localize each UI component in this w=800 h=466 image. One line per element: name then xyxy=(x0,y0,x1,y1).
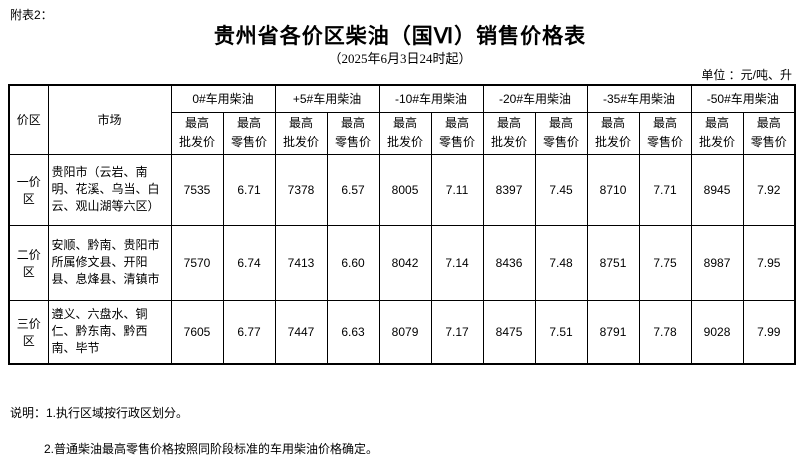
price-cell: 8436 xyxy=(482,224,536,301)
region-cell: 三价区 xyxy=(8,299,49,365)
header-retail: 最高 零售价 xyxy=(638,111,692,155)
header-wholesale-line2: 批发价 xyxy=(178,135,215,149)
header-wholesale-line1: 最高 xyxy=(601,116,626,130)
header-wholesale: 最高 批发价 xyxy=(170,111,224,155)
price-cell: 6.60 xyxy=(326,224,380,301)
price-cell: 7.75 xyxy=(638,224,692,301)
header-retail-line1: 最高 xyxy=(653,116,678,130)
price-cell: 7.71 xyxy=(638,153,692,226)
header-wholesale-line1: 最高 xyxy=(184,116,209,130)
header-wholesale: 最高 批发价 xyxy=(274,111,328,155)
header-wholesale-line2: 批发价 xyxy=(491,135,528,149)
note-2: 2.普通柴油最高零售价格按照同阶段标准的车用柴油价格确定。 xyxy=(44,442,379,456)
header-wholesale-line2: 批发价 xyxy=(283,135,320,149)
page-title: 贵州省各价区柴油（国Ⅵ）销售价格表 xyxy=(213,24,587,48)
table-row: 一价区 贵阳市（云岩、南明、花溪、乌当、白云、观山湖等六区） 7535 6.71… xyxy=(8,153,796,226)
header-wholesale-line2: 批发价 xyxy=(699,135,736,149)
price-cell: 8987 xyxy=(690,224,744,301)
header-sub-row: 最高批发价 最高零售价 最高批发价 最高零售价 最高批发价 最高零售价 最高批发… xyxy=(9,111,796,155)
price-cell: 7.17 xyxy=(430,299,484,365)
price-cell: 6.74 xyxy=(222,224,276,301)
price-cell: 8079 xyxy=(378,299,432,365)
price-cell: 7378 xyxy=(274,153,328,226)
price-cell: 8945 xyxy=(690,153,744,226)
header-fuel-plus5: +5#车用柴油 xyxy=(274,84,380,113)
price-cell: 7605 xyxy=(170,299,224,365)
header-wholesale: 最高 批发价 xyxy=(586,111,640,155)
table-row: 三价区 遵义、六盘水、铜仁、黔东南、黔西南、毕节 7605 6.77 7447 … xyxy=(8,299,796,365)
price-cell: 7.14 xyxy=(430,224,484,301)
price-cell: 7.48 xyxy=(534,224,588,301)
header-wholesale-line1: 最高 xyxy=(705,116,730,130)
header-retail-line1: 最高 xyxy=(756,116,781,130)
header-retail: 最高 零售价 xyxy=(430,111,484,155)
unit-label: 单位 ：元/吨、升 xyxy=(701,68,792,82)
price-cell: 6.71 xyxy=(222,153,276,226)
price-cell: 7535 xyxy=(170,153,224,226)
price-cell: 7447 xyxy=(274,299,328,365)
price-cell: 6.77 xyxy=(222,299,276,365)
price-cell: 8005 xyxy=(378,153,432,226)
price-cell: 8751 xyxy=(586,224,640,301)
header-retail-line2: 零售价 xyxy=(439,135,476,149)
price-cell: 7.11 xyxy=(430,153,484,226)
header-retail-line2: 零售价 xyxy=(750,135,787,149)
region-cell: 二价区 xyxy=(8,224,49,301)
header-retail-line1: 最高 xyxy=(445,116,470,130)
header-retail-line1: 最高 xyxy=(549,116,574,130)
effective-date: （2025年6月3日24时起） xyxy=(328,51,472,66)
price-cell: 7413 xyxy=(274,224,328,301)
attachment-label: 附表2： xyxy=(10,8,53,22)
market-cell: 遵义、六盘水、铜仁、黔东南、黔西南、毕节 xyxy=(47,299,172,365)
price-cell: 8397 xyxy=(482,153,536,226)
header-market: 市场 xyxy=(47,84,172,155)
price-cell: 6.57 xyxy=(326,153,380,226)
header-fuel-0: 0#车用柴油 xyxy=(170,84,276,113)
note-1: 说明：1.执行区域按行政区划分。 xyxy=(10,406,189,420)
price-cell: 8710 xyxy=(586,153,640,226)
header-wholesale-line2: 批发价 xyxy=(387,135,424,149)
header-retail-line1: 最高 xyxy=(237,116,262,130)
header-group-row: 价区 市场 0#车用柴油 +5#车用柴油 -10#车用柴油 -20#车用柴油 -… xyxy=(8,84,796,155)
header-region: 价区 xyxy=(8,84,49,155)
price-cell: 6.63 xyxy=(326,299,380,365)
header-fuel-minus10: -10#车用柴油 xyxy=(378,84,484,113)
price-cell: 7570 xyxy=(170,224,224,301)
market-cell: 贵阳市（云岩、南明、花溪、乌当、白云、观山湖等六区） xyxy=(47,153,172,226)
header-retail-line1: 最高 xyxy=(341,116,366,130)
header-wholesale: 最高 批发价 xyxy=(482,111,536,155)
header-retail: 最高 零售价 xyxy=(742,111,796,155)
price-cell: 7.51 xyxy=(534,299,588,365)
header-retail-line2: 零售价 xyxy=(543,135,580,149)
price-cell: 8042 xyxy=(378,224,432,301)
header-wholesale-line1: 最高 xyxy=(393,116,418,130)
price-cell: 8791 xyxy=(586,299,640,365)
price-cell: 7.45 xyxy=(534,153,588,226)
header-retail: 最高 零售价 xyxy=(326,111,380,155)
table-row: 二价区 安顺、黔南、贵阳市所属修文县、开阳县、息烽县、清镇市 7570 6.74… xyxy=(8,224,796,301)
price-cell: 7.92 xyxy=(742,153,796,226)
header-wholesale: 最高 批发价 xyxy=(378,111,432,155)
price-cell: 7.95 xyxy=(742,224,796,301)
header-retail: 最高 零售价 xyxy=(534,111,588,155)
price-cell: 7.78 xyxy=(638,299,692,365)
header-fuel-minus20: -20#车用柴油 xyxy=(482,84,588,113)
price-cell: 7.99 xyxy=(742,299,796,365)
price-cell: 8475 xyxy=(482,299,536,365)
header-retail-line2: 零售价 xyxy=(335,135,372,149)
region-cell: 一价区 xyxy=(8,153,49,226)
header-fuel-minus50: -50#车用柴油 xyxy=(690,84,796,113)
header-fuel-minus35: -35#车用柴油 xyxy=(586,84,692,113)
market-cell: 安顺、黔南、贵阳市所属修文县、开阳县、息烽县、清镇市 xyxy=(47,224,172,301)
header-wholesale: 最高 批发价 xyxy=(690,111,744,155)
header-wholesale-line1: 最高 xyxy=(497,116,522,130)
header-retail-line2: 零售价 xyxy=(231,135,268,149)
price-cell: 9028 xyxy=(690,299,744,365)
header-wholesale-line2: 批发价 xyxy=(595,135,632,149)
diesel-price-table: 价区 市场 0#车用柴油 +5#车用柴油 -10#车用柴油 -20#车用柴油 -… xyxy=(8,84,797,365)
header-wholesale-line1: 最高 xyxy=(289,116,314,130)
header-retail-line2: 零售价 xyxy=(647,135,684,149)
header-retail: 最高 零售价 xyxy=(222,111,276,155)
